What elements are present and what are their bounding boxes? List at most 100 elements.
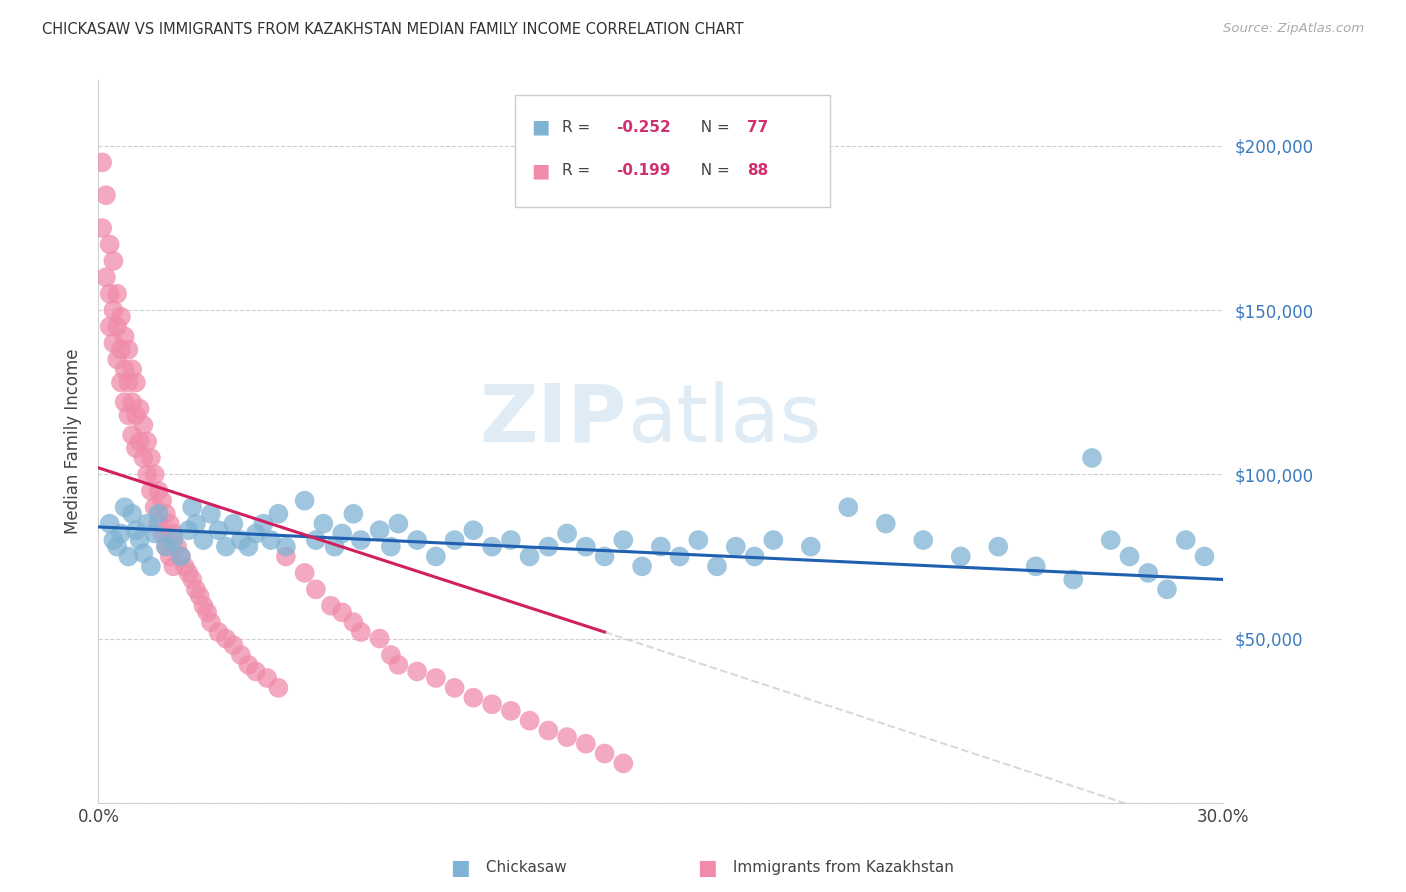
Point [103,303,125,318]
Point [274,540,297,554]
Point [260,533,283,547]
Point [368,523,391,537]
Point [193,599,215,613]
Point [155,507,177,521]
Point [425,671,447,685]
Point [139,450,162,465]
Point [184,516,207,531]
Point [267,681,290,695]
Text: Immigrants from Kazakhstan: Immigrants from Kazakhstan [728,860,955,875]
Point [121,428,143,442]
Text: Chickasaw: Chickasaw [481,860,567,875]
Point [837,500,859,515]
Point [323,540,346,554]
Point [94,270,117,285]
Point [350,625,373,640]
Point [105,540,128,554]
Point [200,615,222,630]
Point [105,286,128,301]
Point [148,516,170,531]
Point [193,533,215,547]
Point [463,523,485,537]
Point [162,559,184,574]
Point [380,648,402,662]
Point [1137,566,1160,580]
Point [91,155,114,169]
Point [229,533,252,547]
Point [744,549,766,564]
Point [132,546,155,560]
Point [117,343,139,357]
Text: R =: R = [562,163,595,178]
Point [136,467,159,482]
Point [342,615,364,630]
Text: CHICKASAW VS IMMIGRANTS FROM KAZAKHSTAN MEDIAN FAMILY INCOME CORRELATION CHART: CHICKASAW VS IMMIGRANTS FROM KAZAKHSTAN … [42,22,744,37]
Text: ■: ■ [531,118,550,136]
Point [121,395,143,409]
Point [139,559,162,574]
Point [593,549,616,564]
Point [117,376,139,390]
Point [94,188,117,202]
Text: -0.199: -0.199 [616,163,671,178]
Point [121,362,143,376]
Point [114,362,136,376]
Point [105,352,128,367]
Point [110,526,132,541]
Point [184,582,207,597]
Point [519,714,541,728]
Point [159,516,181,531]
Point [330,605,353,619]
Point [912,533,935,547]
Point [103,253,125,268]
Point [406,533,429,547]
Point [125,441,148,455]
Point [499,704,522,718]
Point [267,507,290,521]
Point [207,523,229,537]
Point [162,526,184,541]
Point [177,566,200,580]
Point [668,549,690,564]
Point [177,523,200,537]
Point [238,540,260,554]
Point [110,343,132,357]
Point [200,507,222,521]
Point [499,533,522,547]
Point [1099,533,1122,547]
Point [128,434,150,449]
Point [215,632,238,646]
Point [319,599,342,613]
Point [762,533,785,547]
Point [170,549,193,564]
Point [170,549,193,564]
Point [98,237,121,252]
Point [98,319,121,334]
Point [148,507,170,521]
Point [387,516,409,531]
Text: N =: N = [692,163,735,178]
Point [274,549,297,564]
Point [380,540,402,554]
Point [481,540,503,554]
Point [91,221,114,235]
Point [173,559,195,574]
Point [110,310,132,324]
Point [294,493,316,508]
Point [98,516,121,531]
Point [136,516,159,531]
Point [117,549,139,564]
Point [1025,559,1047,574]
Point [136,434,159,449]
Point [125,523,148,537]
Point [139,483,162,498]
Point [222,638,245,652]
Point [188,589,211,603]
Point [463,690,485,705]
FancyBboxPatch shape [515,95,830,207]
Point [245,526,267,541]
Point [114,329,136,343]
Point [114,500,136,515]
Point [229,648,252,662]
Point [537,723,560,738]
